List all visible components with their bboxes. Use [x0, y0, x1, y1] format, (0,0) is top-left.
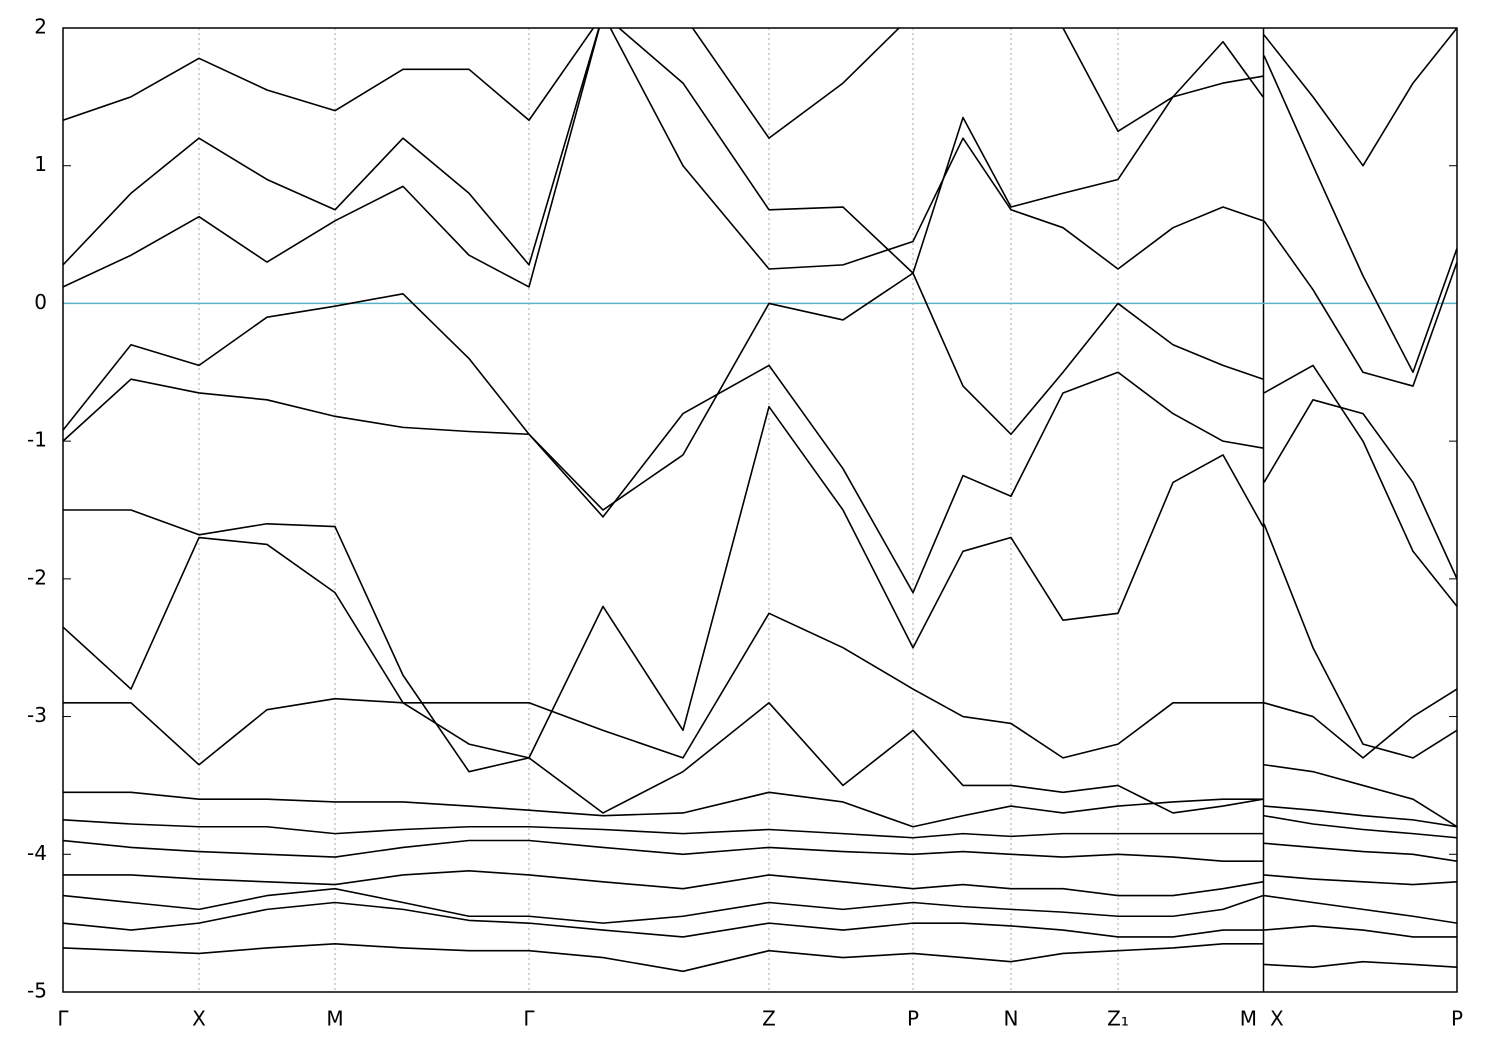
band-line: [63, 943, 1457, 973]
band-line: [63, 697, 1457, 828]
x-tick-label: X: [1270, 1007, 1284, 1031]
x-tick-label: M: [1240, 1007, 1257, 1031]
x-tick-label: P: [907, 1007, 919, 1031]
plot-frame: [62, 27, 1458, 993]
x-tick-label: Γ: [523, 1007, 535, 1031]
band-line: [63, 405, 1457, 773]
band-line: [63, 28, 1457, 387]
band-line: [63, 814, 1457, 839]
y-tick-label: -3: [27, 703, 47, 727]
y-tick-label: -1: [27, 428, 47, 452]
band-line: [63, 28, 1457, 374]
x-tick-label: N: [1004, 1007, 1019, 1031]
y-tick-label: 1: [34, 152, 47, 176]
x-tick-label: M: [326, 1007, 343, 1031]
x-tick-label: P: [1451, 1007, 1463, 1031]
x-tick-label: Z: [762, 1007, 776, 1031]
band-line: [63, 272, 1457, 607]
x-tick-label: Γ: [57, 1007, 69, 1031]
x-tick-label: Z₁: [1107, 1007, 1129, 1031]
band-line: [63, 791, 1457, 828]
y-tick-label: 0: [34, 290, 47, 314]
band-line: [63, 839, 1457, 862]
y-tick-label: -5: [27, 979, 47, 1003]
y-tick-label: 2: [34, 15, 47, 39]
y-tick-label: -4: [27, 841, 47, 865]
band-line: [63, 870, 1457, 897]
band-line: [63, 901, 1457, 938]
band-line: [63, 536, 1457, 759]
x-tick-label: X: [192, 1007, 206, 1031]
y-tick-label: -2: [27, 565, 47, 589]
band-line: [63, 28, 1457, 167]
band-line: [63, 364, 1457, 594]
band-line: [63, 887, 1457, 924]
bands: [63, 28, 1457, 973]
